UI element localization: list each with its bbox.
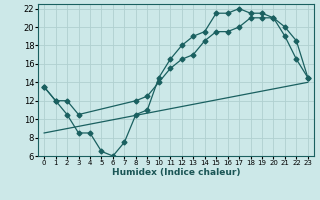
X-axis label: Humidex (Indice chaleur): Humidex (Indice chaleur) (112, 168, 240, 177)
